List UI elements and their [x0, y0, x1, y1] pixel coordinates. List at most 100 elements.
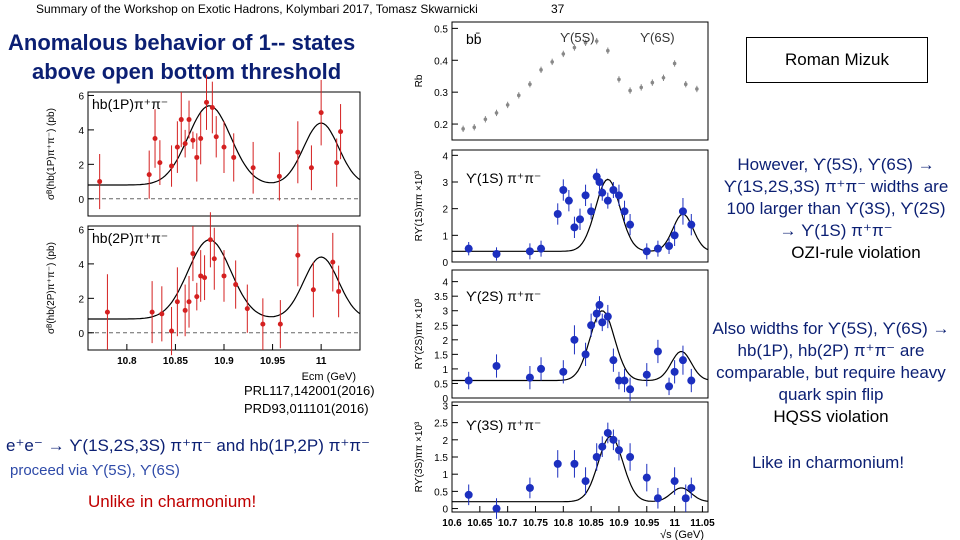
data-point [233, 282, 239, 288]
data-point [678, 356, 687, 365]
data-point [159, 311, 165, 317]
y-tick-label: 4 [442, 278, 448, 289]
y-tick-label: 2 [442, 436, 448, 447]
data-point [528, 82, 532, 86]
data-point [598, 188, 607, 197]
y-axis-label: Rϒ(3S)ππ ×10³ [414, 421, 425, 492]
data-point [559, 367, 568, 376]
data-point [570, 223, 579, 232]
data-point [592, 309, 601, 318]
fit-curve [452, 435, 709, 503]
y-tick-label: 3.5 [434, 292, 448, 303]
y-axis-label: Rb [414, 74, 425, 87]
data-point [464, 244, 473, 253]
panel-5: 0 0.5 1 1.5 2 2.5 3 3.5 4 Rϒ(2S)ππ ×10³ ϒ(2S) π⁺π⁻ [414, 269, 709, 405]
data-point [639, 85, 644, 90]
data-point [614, 446, 623, 455]
data-point [525, 483, 534, 492]
y-tick-label: 2 [78, 294, 84, 305]
y-tick-label: 0 [442, 394, 448, 405]
y-tick-label: 4 [78, 126, 84, 137]
data-point [626, 220, 635, 229]
data-point [570, 459, 579, 468]
slide-title-line2: above open bottom threshold [32, 59, 342, 84]
data-point [683, 82, 688, 86]
data-point [194, 154, 200, 160]
data-point [472, 125, 477, 130]
y-tick-label: 2 [442, 336, 448, 347]
data-point [572, 45, 577, 50]
y-tick-label: 0 [78, 195, 84, 206]
y-tick-label: 1.5 [434, 453, 448, 464]
x-tick-label: 10.7 [498, 518, 518, 529]
data-point [594, 39, 599, 43]
series-label: ϒ(2S) π⁺π⁻ [466, 288, 541, 304]
data-point [277, 321, 283, 327]
y-tick-label: 0 [78, 329, 84, 340]
author-box: Roman Mizuk [746, 37, 928, 83]
x-tick-label: 10.75 [523, 518, 548, 529]
data-point [687, 220, 696, 229]
data-point [492, 250, 501, 258]
hqss-note: HQSS violation [773, 407, 889, 426]
data-point [650, 80, 655, 85]
data-point [169, 163, 175, 169]
y-tick-label: 6 [78, 225, 84, 236]
data-point [603, 428, 612, 437]
data-point [190, 137, 196, 143]
data-point [609, 186, 618, 194]
series-label: hb(1P)π⁺π⁻ [92, 96, 168, 112]
y-tick-label: 0.3 [434, 88, 448, 99]
data-point [617, 77, 621, 82]
x-axis-label: √s (GeV) [660, 529, 704, 540]
data-point [642, 370, 651, 379]
data-point [553, 210, 562, 218]
y-tick-label: 0.4 [434, 56, 448, 67]
y-tick-label: 2.5 [434, 321, 448, 332]
y-tick-label: 0.5 [434, 487, 448, 498]
data-point [553, 459, 562, 468]
data-point [209, 105, 215, 110]
data-point [198, 273, 204, 279]
series-label: bb̄ [466, 31, 482, 47]
data-point [609, 435, 618, 444]
summary-header: Summary of the Workshop on Exotic Hadron… [36, 2, 478, 16]
ozi-statement: However, ϒ(5S), ϒ(6S) → ϒ(1S,2S,3S) π⁺π⁻… [723, 155, 949, 240]
y-tick-label: 0 [442, 505, 448, 516]
panel-frame [451, 269, 709, 399]
ozi-text: However, ϒ(5S), ϒ(6S) → ϒ(1S,2S,3S) π⁺π⁻… [720, 154, 952, 264]
series-label: ϒ(1S) π⁺π⁻ [466, 170, 541, 186]
data-point [310, 287, 316, 293]
data-point [661, 76, 666, 80]
data-point [204, 99, 210, 105]
data-point [665, 382, 674, 391]
y-tick-label: 0.2 [434, 120, 448, 131]
data-point [244, 306, 250, 312]
x-tick-label: 10.95 [634, 518, 659, 529]
y-tick-label: 2 [78, 160, 84, 171]
data-point [494, 111, 499, 115]
data-point [211, 256, 217, 262]
data-point [464, 376, 473, 385]
x-tick-label: 10.9 [609, 518, 629, 529]
data-point [595, 300, 604, 309]
data-point [336, 288, 342, 294]
data-point [461, 127, 465, 131]
data-point [614, 191, 623, 200]
data-point [198, 136, 204, 141]
y-tick-label: 4 [78, 260, 84, 271]
data-point [603, 196, 612, 205]
data-point [492, 362, 501, 370]
y-axis-label: σᴮ(hb(1P)π⁺π⁻) (pb) [46, 108, 57, 200]
data-point [260, 321, 266, 327]
y-tick-label: 0 [442, 258, 448, 269]
series-label: ϒ(3S) π⁺π⁻ [466, 417, 541, 433]
y-tick-label: 1.5 [434, 350, 448, 361]
data-point [626, 385, 635, 394]
data-point [182, 307, 188, 313]
data-point [665, 242, 674, 250]
y-axis-label: Rϒ(1S)ππ ×10³ [414, 170, 425, 241]
data-point [653, 347, 662, 356]
data-point [505, 103, 510, 107]
data-point [628, 88, 632, 93]
